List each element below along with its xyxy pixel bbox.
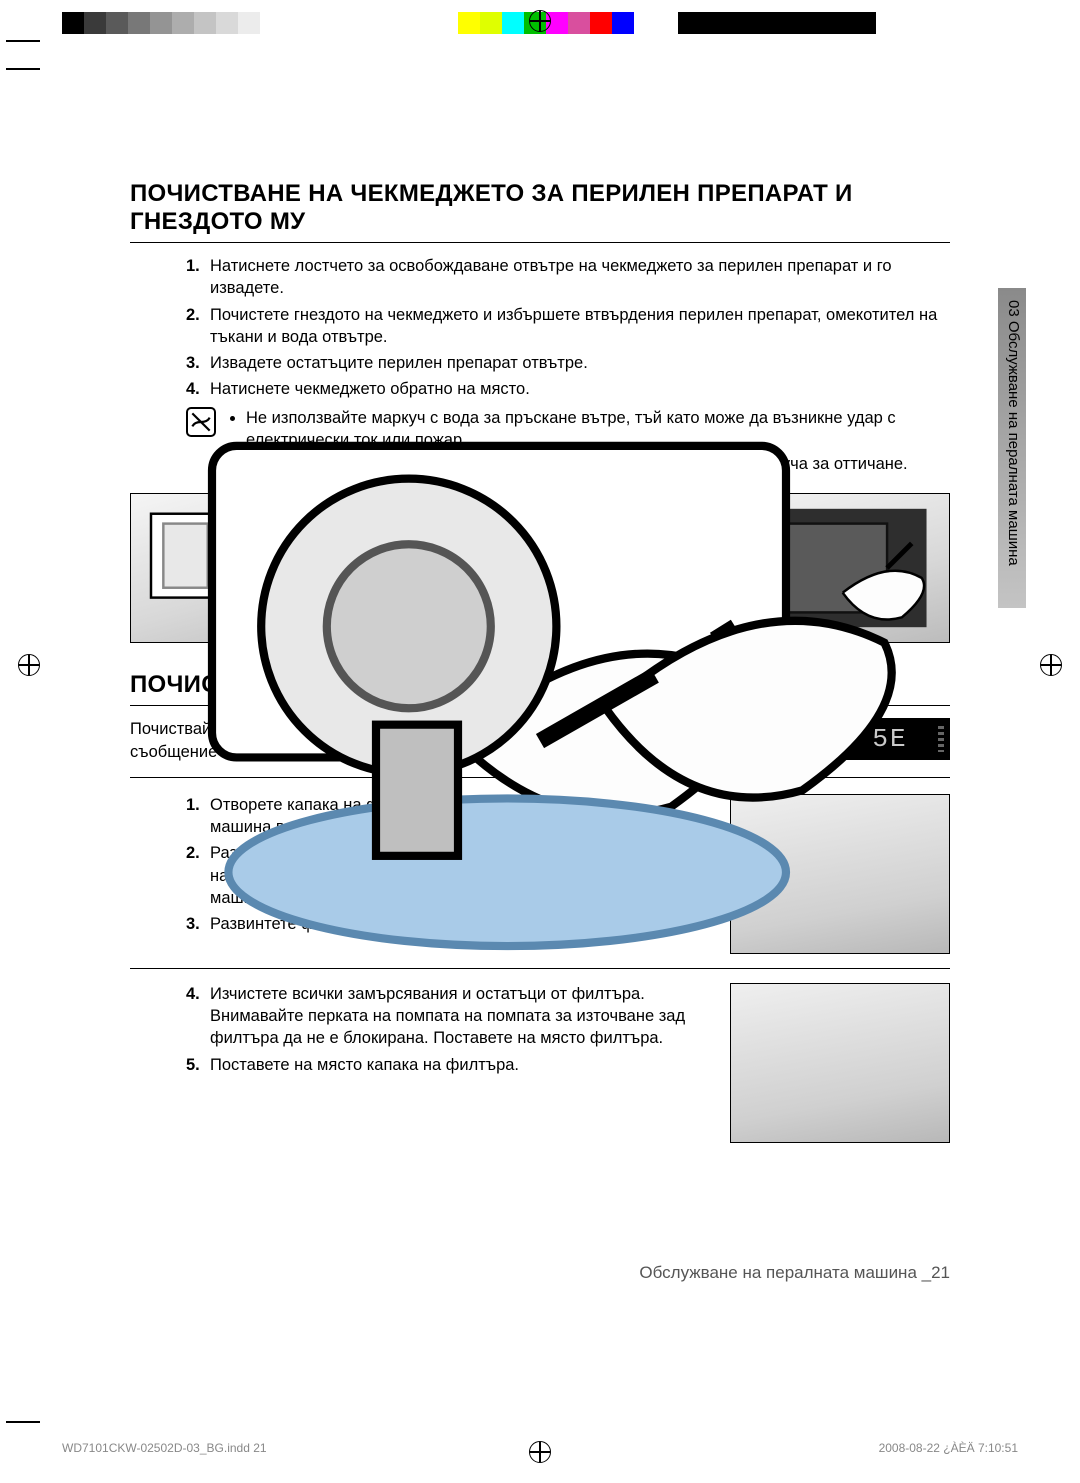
crop-mark <box>6 40 40 42</box>
color-swatch <box>744 12 766 34</box>
color-swatch <box>304 12 326 34</box>
color-swatch <box>436 12 458 34</box>
color-swatch <box>634 12 656 34</box>
color-swatch <box>150 12 172 34</box>
color-swatch <box>84 12 106 34</box>
color-swatch <box>480 12 502 34</box>
color-swatch <box>678 12 700 34</box>
color-swatch <box>370 12 392 34</box>
color-swatch <box>612 12 634 34</box>
color-swatch <box>766 12 788 34</box>
crop-mark <box>6 1421 40 1423</box>
illustration-filter-clean <box>730 983 950 1143</box>
color-swatch <box>854 12 876 34</box>
color-swatch <box>326 12 348 34</box>
color-swatch <box>392 12 414 34</box>
print-color-bar <box>62 12 876 34</box>
color-swatch <box>810 12 832 34</box>
color-swatch <box>348 12 370 34</box>
registration-mark-icon <box>18 654 40 676</box>
color-swatch <box>194 12 216 34</box>
color-swatch <box>106 12 128 34</box>
color-swatch <box>700 12 722 34</box>
filter-step-block-2: 4.Изчистете всички замърсявания и остатъ… <box>130 983 950 1157</box>
page-footer-label: Обслужване на пералната машина _21 <box>639 1263 950 1283</box>
color-swatch <box>172 12 194 34</box>
color-swatch <box>590 12 612 34</box>
print-filename: WD7101CKW-02502D-03_BG.indd 21 <box>62 1441 267 1455</box>
color-swatch <box>568 12 590 34</box>
color-swatch <box>458 12 480 34</box>
print-timestamp: 2008-08-22 ¿ÀÈÄ 7:10:51 <box>879 1441 1018 1455</box>
color-swatch <box>502 12 524 34</box>
color-swatch <box>238 12 260 34</box>
crop-mark <box>6 68 40 70</box>
page-content: ПОЧИСТВАНЕ НА ЧЕКМЕДЖЕТО ЗА ПЕРИЛЕН ПРЕП… <box>130 180 950 1171</box>
registration-mark-icon <box>1040 654 1062 676</box>
color-swatch <box>62 12 84 34</box>
color-swatch <box>260 12 282 34</box>
color-swatch <box>282 12 304 34</box>
color-swatch <box>128 12 150 34</box>
color-swatch <box>722 12 744 34</box>
print-footer: WD7101CKW-02502D-03_BG.indd 21 2008-08-2… <box>62 1441 1018 1455</box>
color-swatch <box>788 12 810 34</box>
section-tab: 03 Обслужване на пералната машина <box>998 288 1026 608</box>
color-swatch <box>832 12 854 34</box>
color-swatch <box>216 12 238 34</box>
color-swatch <box>414 12 436 34</box>
registration-mark-icon <box>529 10 551 32</box>
color-swatch <box>656 12 678 34</box>
